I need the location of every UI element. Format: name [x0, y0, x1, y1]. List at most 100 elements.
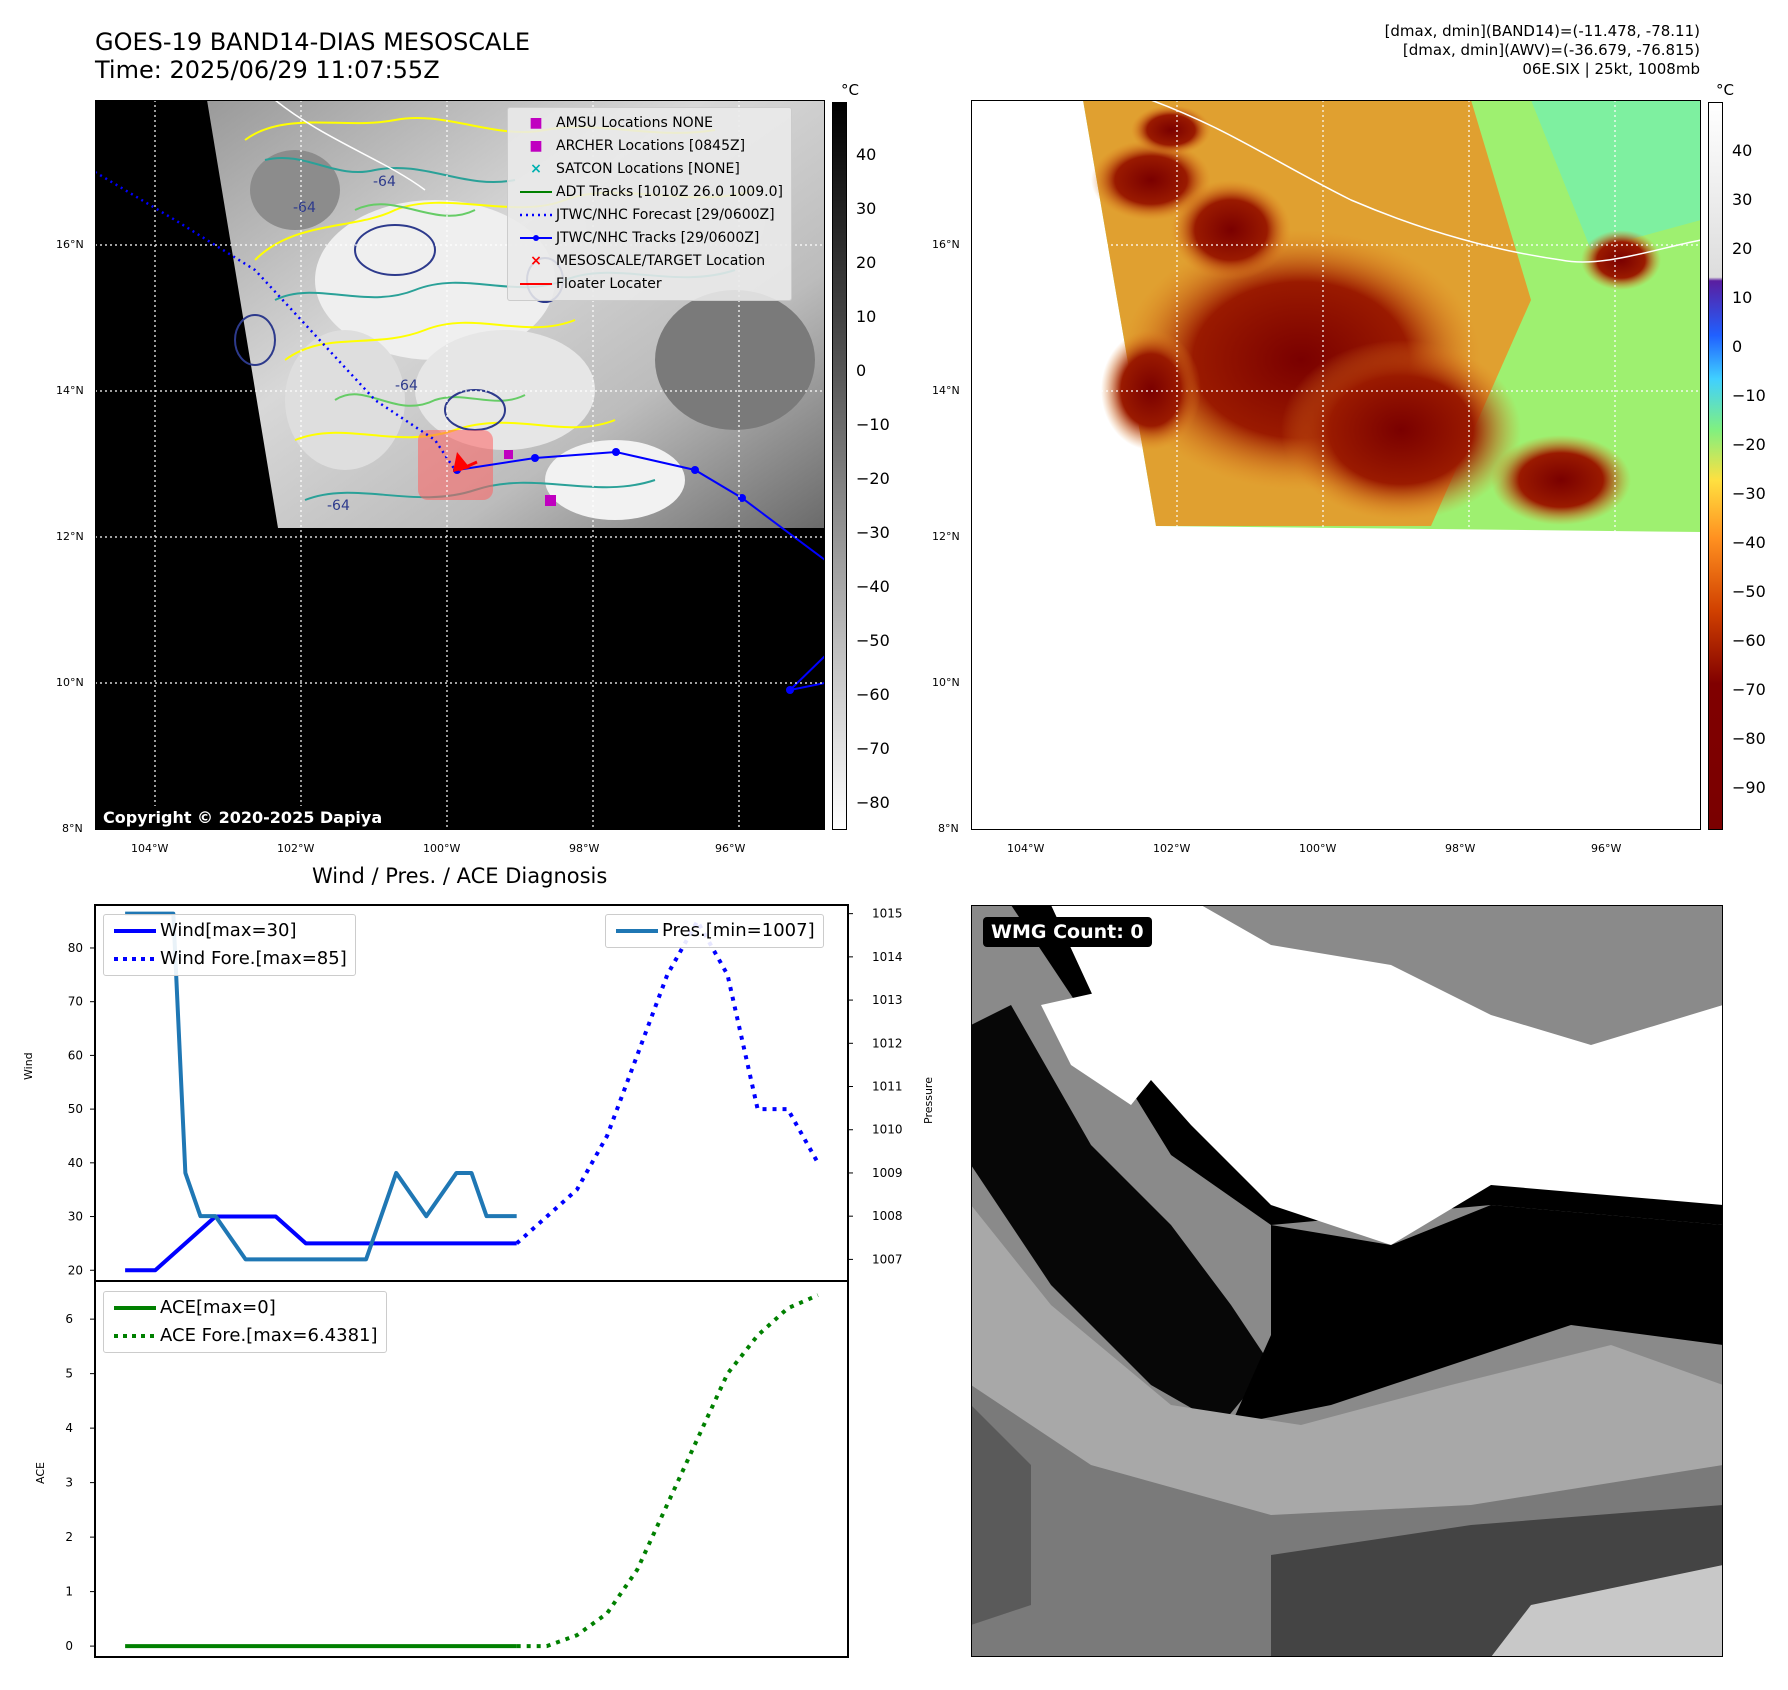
- wind-y-tick-label: 60: [68, 1048, 83, 1062]
- wind-y-tick-label: 20: [68, 1263, 83, 1277]
- lon-label-96: 96°W: [715, 842, 746, 855]
- ace-forecast-line: [516, 1293, 819, 1649]
- map-legend-item: × MESOSCALE/TARGET Location: [516, 250, 783, 273]
- lon-label-96-right: 96°W: [1591, 842, 1622, 855]
- wind-y-tick-label: 80: [68, 941, 83, 955]
- map-legend-item: JTWC/NHC Forecast [29/0600Z]: [516, 204, 783, 227]
- ace-y-tick-label: 1: [65, 1585, 73, 1599]
- legend-label: SATCON Locations [NONE]: [556, 161, 740, 177]
- colorbar-left-unit: °C: [841, 81, 859, 99]
- legend-symbol: ■: [529, 115, 543, 131]
- legend-label: AMSU Locations NONE: [556, 115, 714, 131]
- lat-label-8: 8°N: [62, 822, 83, 835]
- ace-y-tick-label: 2: [65, 1530, 73, 1544]
- legend-symbol: [516, 273, 556, 296]
- colorbar-tick-label: −20: [856, 469, 890, 488]
- legend-wind-label: Wind[max=30]: [160, 920, 297, 941]
- contour-label-3: -64: [327, 498, 350, 514]
- lon-label-102-right: 102°W: [1153, 842, 1191, 855]
- ace-y-tick-label: 5: [65, 1367, 73, 1381]
- lat-label-12-right: 12°N: [932, 530, 960, 543]
- ace-axis-label: ACE: [34, 1462, 47, 1484]
- lat-label-16-right: 16°N: [932, 238, 960, 251]
- colorbar-tick-label: −10: [1732, 386, 1766, 405]
- diagnosis-title: Wind / Pres. / ACE Diagnosis: [312, 864, 608, 888]
- legend-ace-fore-label: ACE Fore.[max=6.4381]: [160, 1325, 378, 1346]
- stats-band14: [dmax, dmin](BAND14)=(-11.478, -78.11): [1384, 22, 1700, 40]
- wind-y-tick-label: 50: [68, 1102, 83, 1116]
- legend-ace-fore: ACE Fore.[max=6.4381]: [112, 1322, 378, 1350]
- lat-label-12: 12°N: [56, 530, 84, 543]
- wmg-panel: WMG Count: 0: [971, 905, 1723, 1657]
- stats-awv: [dmax, dmin](AWV)=(-36.679, -76.815): [1402, 41, 1700, 59]
- colorbar-tick-label: −20: [1732, 435, 1766, 454]
- wmg-count-badge: WMG Count: 0: [983, 917, 1152, 947]
- legend-label: ADT Tracks [1010Z 26.0 1009.0]: [556, 184, 783, 200]
- legend-ace-label: ACE[max=0]: [160, 1297, 276, 1318]
- awv-map-panel: [971, 100, 1701, 830]
- colorbar-tick-label: −60: [856, 685, 890, 704]
- lat-label-10-right: 10°N: [932, 676, 960, 689]
- map-legend-item: Floater Locater: [516, 273, 783, 296]
- lon-label-98: 98°W: [569, 842, 600, 855]
- lon-label-104: 104°W: [131, 842, 169, 855]
- wind-forecast-line: [515, 919, 820, 1245]
- lon-label-98-right: 98°W: [1445, 842, 1476, 855]
- colorbar-tick-label: −70: [1732, 680, 1766, 699]
- colorbar-tick-label: −10: [856, 415, 890, 434]
- legend-symbol: ■: [529, 138, 543, 154]
- legend-symbol: ×: [530, 161, 542, 177]
- colorbar-right-unit: °C: [1716, 81, 1734, 99]
- pressure-y-tick-label: 1008: [872, 1209, 903, 1223]
- legend-symbol: ×: [530, 253, 542, 269]
- pressure-y-tick-label: 1015: [872, 907, 903, 921]
- ace-y-tick-label: 3: [65, 1476, 73, 1490]
- wmg-image: [971, 905, 1723, 1657]
- wind-legend: Wind[max=30] Wind Fore.[max=85]: [103, 914, 356, 976]
- ace-legend: ACE[max=0] ACE Fore.[max=6.4381]: [103, 1291, 387, 1353]
- lon-label-104-right: 104°W: [1007, 842, 1045, 855]
- colorbar-tick-label: 40: [1732, 141, 1753, 160]
- legend-wind-fore-label: Wind Fore.[max=85]: [160, 948, 347, 969]
- ace-y-tick-label: 6: [65, 1312, 73, 1326]
- legend-label: JTWC/NHC Forecast [29/0600Z]: [556, 207, 775, 223]
- lat-label-8-right: 8°N: [938, 822, 959, 835]
- colorbar-tick-label: −30: [1732, 484, 1766, 503]
- colorbar-tick-label: 30: [856, 199, 877, 218]
- colorbar-tick-label: 40: [856, 145, 877, 164]
- colorbar-tick-label: 0: [1732, 337, 1743, 356]
- map-legend-item: × SATCON Locations [NONE]: [516, 158, 783, 181]
- colorbar-tick-label: −40: [856, 577, 890, 596]
- legend-label: JTWC/NHC Tracks [29/0600Z]: [556, 230, 760, 246]
- colorbar-tick-label: 30: [1732, 190, 1753, 209]
- ir-map-frame: [95, 100, 825, 830]
- lat-label-10: 10°N: [56, 676, 84, 689]
- colorbar-tick-label: −50: [856, 631, 890, 650]
- wind-axis-label: Wind: [22, 1052, 35, 1080]
- legend-label: Floater Locater: [556, 276, 662, 292]
- colorbar-tick-label: 20: [856, 253, 877, 272]
- ace-y-tick-label: 4: [65, 1421, 73, 1435]
- figure-stats: [dmax, dmin](BAND14)=(-11.478, -78.11) [d…: [1385, 22, 1700, 79]
- lon-label-100-right: 100°W: [1299, 842, 1337, 855]
- ace-y-tick-label: 0: [65, 1639, 73, 1653]
- lat-label-14-right: 14°N: [932, 384, 960, 397]
- lat-label-16: 16°N: [56, 238, 84, 251]
- colorbar-tick-label: −50: [1732, 582, 1766, 601]
- contour-label-2: -64: [373, 174, 396, 190]
- legend-pres: Pres.[min=1007]: [614, 917, 815, 945]
- map-legend-item: ■ ARCHER Locations [0845Z]: [516, 135, 783, 158]
- pressure-y-tick-label: 1011: [872, 1080, 903, 1094]
- legend-label: MESOSCALE/TARGET Location: [556, 253, 766, 269]
- legend-wind-fore: Wind Fore.[max=85]: [112, 945, 347, 973]
- legend-label: ARCHER Locations [0845Z]: [556, 138, 746, 154]
- legend-symbol: [516, 181, 556, 204]
- colorbar-left: [832, 102, 847, 830]
- ace-axes-frame: [94, 1280, 849, 1658]
- wind-y-tick-label: 70: [68, 995, 83, 1009]
- storm-info: 06E.SIX | 25kt, 1008mb: [1522, 60, 1700, 78]
- colorbar-tick-label: 20: [1732, 239, 1753, 258]
- wind-y-tick-label: 40: [68, 1156, 83, 1170]
- pressure-y-tick-label: 1012: [872, 1036, 903, 1050]
- contour-label-1: -64: [293, 200, 316, 216]
